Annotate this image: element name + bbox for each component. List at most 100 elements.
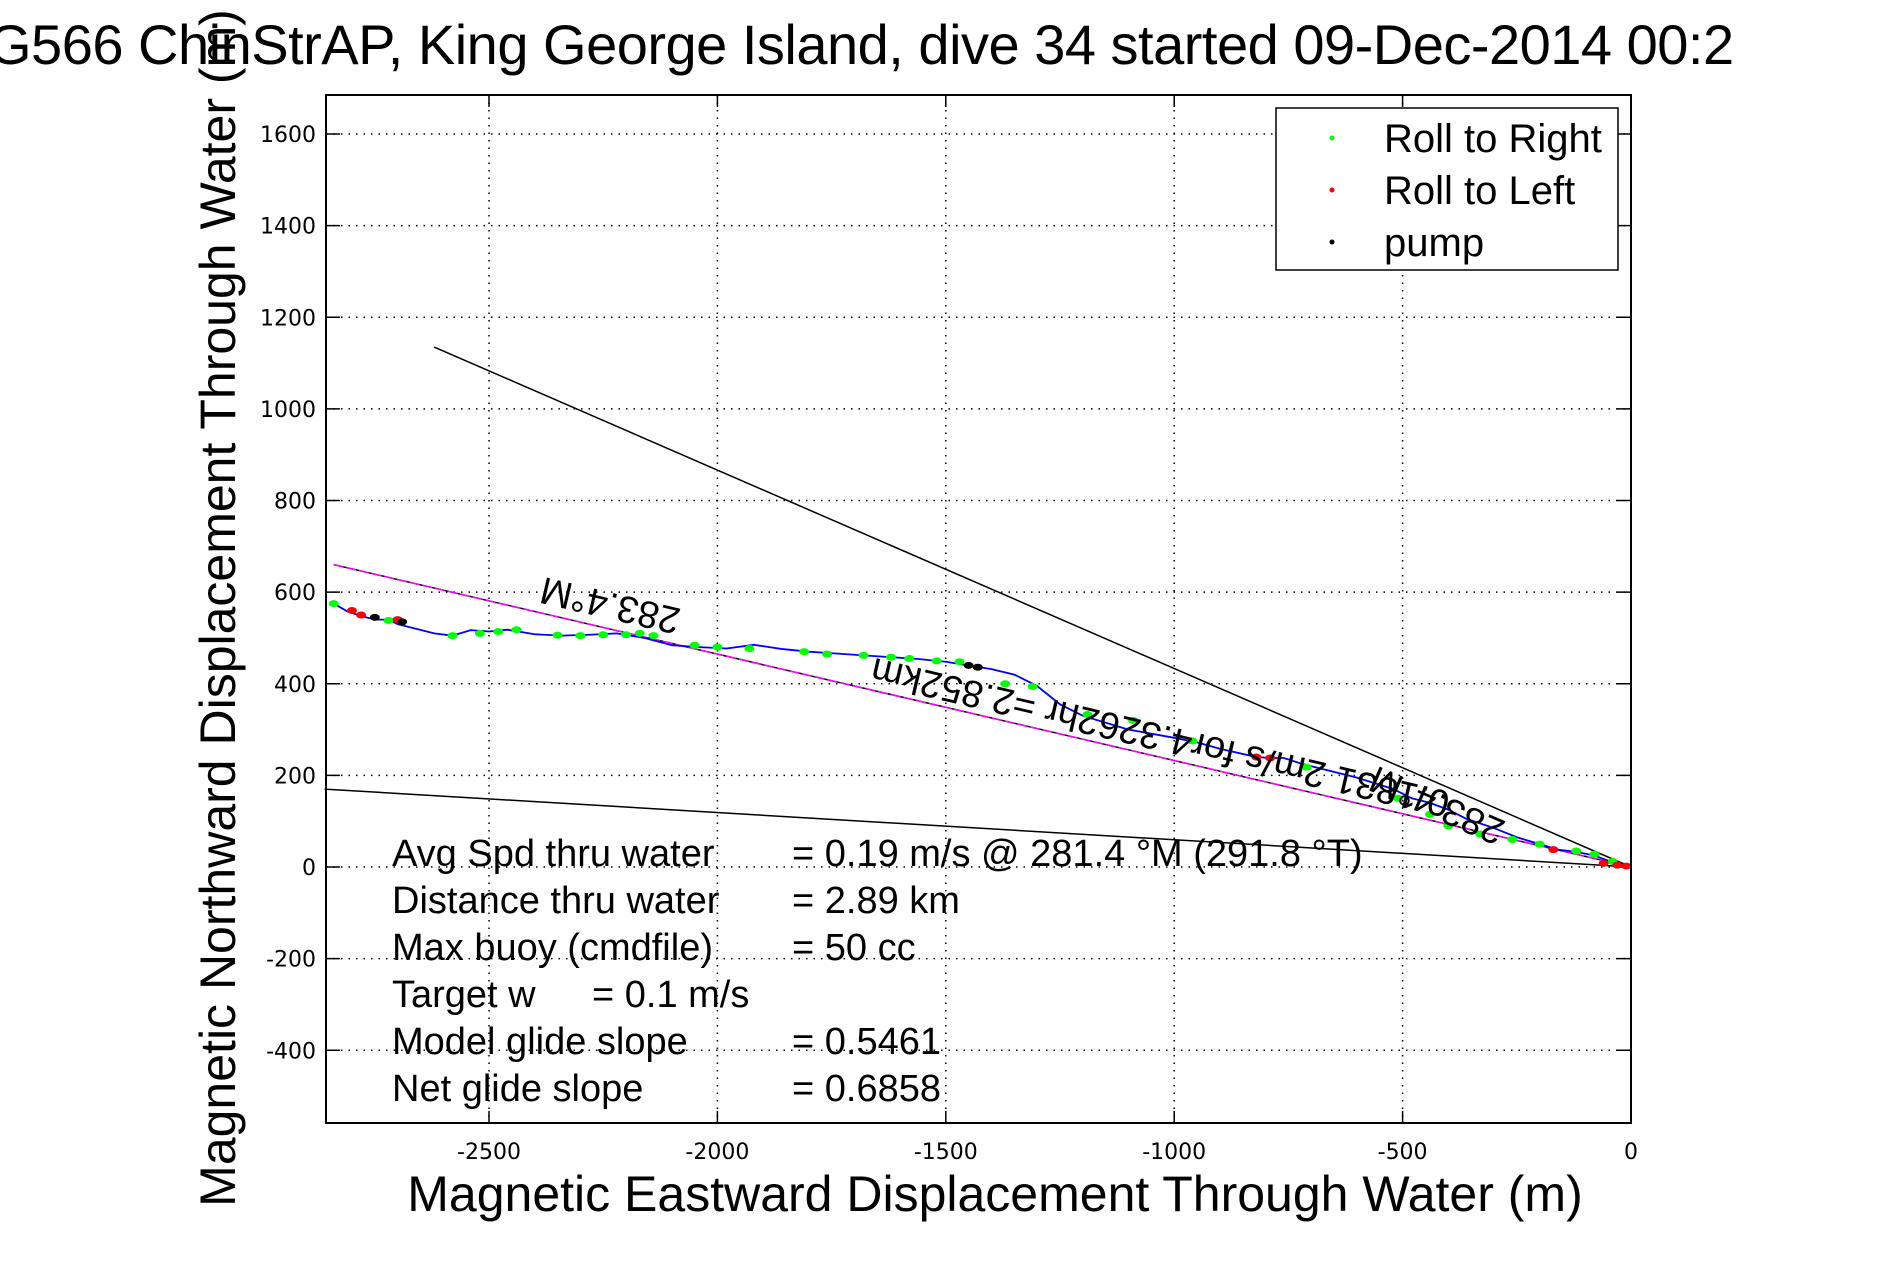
x-tick-label: -1000: [1142, 1140, 1206, 1165]
data-point: [369, 613, 380, 621]
plot-frame: [325, 94, 1632, 1124]
info-label: Target w: [392, 974, 536, 1016]
data-point: [689, 641, 700, 649]
y-tick-label: 1400: [260, 215, 316, 240]
data-point: [1475, 830, 1486, 838]
data-point: [799, 648, 810, 656]
info-label: Max buoy (cmdfile): [392, 927, 713, 969]
data-point: [1598, 859, 1609, 867]
data-point: [1621, 862, 1632, 870]
y-tick-label: 400: [274, 673, 316, 698]
info-value: = 0.19 m/s @ 281.4 °M (291.8 °T): [792, 833, 1363, 875]
data-point: [648, 632, 659, 640]
data-point: [954, 658, 965, 666]
data-point: [1082, 710, 1093, 718]
info-label: Model glide slope: [392, 1021, 688, 1063]
data-series: [328, 600, 1632, 870]
info-value: = 2.89 km: [792, 880, 960, 922]
data-point: [1000, 680, 1011, 688]
heading-label-left: 283.4°M: [536, 568, 684, 641]
data-point: [1589, 850, 1600, 858]
data-point: [1027, 682, 1038, 690]
data-point: [552, 631, 563, 639]
data-point: [447, 632, 458, 640]
data-point: [356, 611, 367, 619]
info-value: = 0.1 m/s: [592, 974, 749, 1016]
data-point: [493, 628, 504, 636]
legend-marker: [1329, 187, 1335, 193]
x-tick-label: -2000: [685, 1140, 749, 1165]
series-roll-to-right: [328, 600, 1618, 866]
legend-marker: [1329, 135, 1335, 141]
legend-label: Roll to Right: [1384, 117, 1602, 161]
series-roll-to-left: [346, 606, 1632, 870]
data-point: [598, 631, 609, 639]
data-point: [1425, 810, 1436, 818]
data-point: [397, 618, 408, 626]
data-point: [1507, 836, 1518, 844]
x-axis-label: Magnetic Eastward Displacement Through W…: [407, 1166, 1583, 1222]
data-point: [712, 643, 723, 651]
data-point: [474, 629, 485, 637]
reference-lines: [324, 346, 1632, 868]
data-point: [634, 629, 645, 637]
y-tick-label: 1200: [260, 306, 316, 331]
data-point: [1548, 846, 1559, 854]
data-point: [904, 655, 915, 663]
data-point: [1571, 847, 1582, 855]
data-point: [511, 626, 522, 634]
data-point: [931, 657, 942, 665]
data-point: [744, 644, 755, 652]
legend: Roll to Right Roll to Left pump: [1275, 107, 1619, 271]
data-point: [1265, 754, 1276, 762]
axis-ticks: -2500 -2000 -1500 -1000 -500 0160014001200100…: [260, 95, 1638, 1165]
heading-line-lower: [324, 788, 1632, 868]
x-tick-label: 0: [1624, 1140, 1638, 1165]
data-point: [575, 632, 586, 640]
data-point: [822, 650, 833, 658]
x-tick-label: -1500: [914, 1140, 978, 1165]
data-point: [1534, 840, 1545, 848]
y-tick-label: 600: [274, 581, 316, 606]
grid: [326, 95, 1632, 1123]
y-tick-label: 200: [274, 764, 316, 789]
speed-distance-label: 0.1831 2m/s for4.3262hr =2.852km: [867, 649, 1454, 824]
heading-line-upper: [433, 346, 1632, 868]
chart-title: G566 ChinStrAP, King George Island, dive…: [0, 13, 1734, 76]
y-tick-label: 0: [302, 856, 316, 881]
data-point: [885, 653, 896, 661]
y-tick-label: 1000: [260, 398, 316, 423]
net-displacement-line-magenta: [333, 563, 1632, 868]
data-point: [328, 600, 339, 608]
data-point: [972, 663, 983, 671]
data-point: [383, 617, 394, 625]
info-label: Avg Spd thru water: [392, 833, 715, 875]
info-value: = 0.6858: [792, 1068, 941, 1110]
info-label: Distance thru water: [392, 880, 720, 922]
y-tick-label: -400: [266, 1039, 316, 1064]
y-tick-label: -200: [266, 948, 316, 973]
info-value: = 0.5461: [792, 1021, 941, 1063]
y-tick-label: 800: [274, 490, 316, 515]
data-point: [1612, 861, 1623, 869]
annotations: 283.4°M0.1831 2m/s for4.3262hr =2.852km2…: [392, 568, 1511, 1110]
series-pump: [369, 613, 983, 671]
info-label: Net glide slope: [392, 1068, 643, 1110]
x-tick-label: -2500: [457, 1140, 521, 1165]
data-point: [1251, 753, 1262, 761]
y-tick-label: 1600: [260, 123, 316, 148]
data-point: [1128, 716, 1139, 724]
heading-label-right: 283.4°M: [1364, 757, 1511, 852]
legend-label: Roll to Left: [1384, 169, 1575, 213]
data-point: [346, 606, 357, 614]
data-point: [963, 661, 974, 669]
data-point: [1187, 737, 1198, 745]
data-point: [858, 651, 869, 659]
legend-marker: [1329, 239, 1335, 245]
x-tick-label: -500: [1378, 1140, 1428, 1165]
legend-label: pump: [1384, 221, 1484, 265]
data-point: [1301, 763, 1312, 771]
data-point: [1393, 794, 1404, 802]
info-value: = 50 cc: [792, 927, 916, 969]
